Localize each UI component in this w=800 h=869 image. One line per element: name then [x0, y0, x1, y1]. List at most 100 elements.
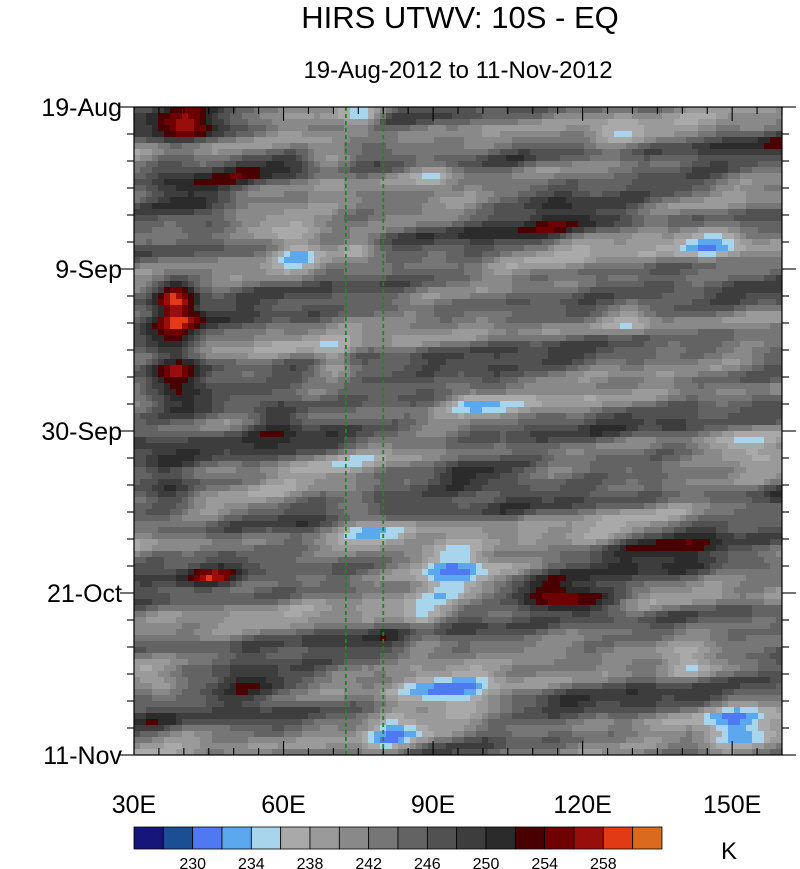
field-cell	[404, 371, 411, 378]
field-cell	[368, 257, 375, 264]
field-cell	[524, 371, 531, 378]
field-cell	[470, 173, 477, 180]
field-cell	[464, 161, 471, 168]
field-cell	[134, 377, 141, 384]
field-cell	[776, 167, 782, 174]
field-cell	[428, 221, 435, 228]
field-cell	[242, 305, 249, 312]
field-cell	[524, 209, 531, 216]
field-cell	[566, 209, 573, 216]
field-cell	[506, 245, 513, 252]
field-cell	[266, 251, 273, 258]
field-cell	[488, 119, 495, 126]
field-cell	[722, 173, 729, 180]
field-cell	[134, 287, 141, 294]
field-cell	[440, 185, 447, 192]
field-cell	[626, 149, 633, 156]
field-cell	[440, 317, 447, 324]
field-cell	[620, 113, 627, 120]
field-cell	[326, 149, 333, 156]
field-cell	[224, 305, 231, 312]
field-cell	[254, 179, 261, 186]
field-cell	[242, 107, 249, 114]
field-cell	[290, 287, 297, 294]
field-cell	[578, 119, 585, 126]
field-cell	[470, 125, 477, 132]
field-cell	[656, 197, 663, 204]
field-cell	[722, 347, 729, 354]
field-cell	[152, 215, 159, 222]
field-cell	[152, 149, 159, 156]
field-cell	[410, 113, 417, 120]
field-cell	[716, 353, 723, 360]
field-cell	[152, 191, 159, 198]
field-cell	[236, 161, 243, 168]
field-cell	[746, 197, 753, 204]
field-cell	[248, 383, 255, 390]
field-cell	[770, 215, 777, 222]
field-cell	[602, 125, 609, 132]
field-cell	[656, 167, 663, 174]
field-cell	[356, 353, 363, 360]
field-cell	[488, 353, 495, 360]
field-cell	[284, 245, 291, 252]
field-cell	[440, 227, 447, 234]
field-cell	[698, 317, 705, 324]
field-cell	[326, 113, 333, 120]
field-cell	[494, 329, 501, 336]
field-cell	[650, 377, 657, 384]
field-cell	[206, 347, 213, 354]
field-cell	[380, 263, 387, 270]
field-cell	[740, 341, 747, 348]
field-cell	[530, 377, 537, 384]
field-cell	[176, 251, 183, 258]
field-cell	[458, 365, 465, 372]
field-cell	[206, 365, 213, 372]
field-cell	[422, 167, 429, 174]
field-cell	[386, 269, 393, 276]
field-cell	[326, 347, 333, 354]
field-cell	[644, 275, 651, 282]
field-cell	[326, 269, 333, 276]
field-cell	[410, 227, 417, 234]
field-cell	[584, 245, 591, 252]
field-cell	[260, 317, 267, 324]
field-cell	[500, 317, 507, 324]
field-cell	[356, 215, 363, 222]
field-cell	[284, 311, 291, 318]
field-cell	[644, 329, 651, 336]
field-cell	[728, 221, 735, 228]
field-cell	[752, 167, 759, 174]
field-cell	[710, 293, 717, 300]
field-cell	[212, 323, 219, 330]
field-cell	[188, 137, 195, 144]
field-cell	[290, 119, 297, 126]
field-cell	[494, 233, 501, 240]
field-cell	[398, 329, 405, 336]
field-cell	[572, 353, 579, 360]
field-cell	[368, 359, 375, 366]
field-cell	[686, 113, 693, 120]
field-cell	[242, 119, 249, 126]
field-cell	[620, 119, 627, 126]
field-cell	[608, 233, 615, 240]
field-cell	[716, 125, 723, 132]
field-cell	[170, 245, 177, 252]
field-cell	[140, 245, 147, 252]
field-cell	[464, 149, 471, 156]
field-cell	[308, 215, 315, 222]
field-cell	[332, 227, 339, 234]
field-cell	[578, 341, 585, 348]
field-cell	[284, 215, 291, 222]
field-cell	[134, 371, 141, 378]
field-cell	[158, 269, 165, 276]
field-cell	[512, 137, 519, 144]
field-cell	[686, 329, 693, 336]
field-cell	[728, 113, 735, 120]
field-cell	[326, 155, 333, 162]
field-cell	[374, 365, 381, 372]
field-cell	[608, 263, 615, 270]
field-cell	[476, 215, 483, 222]
field-cell	[602, 209, 609, 216]
field-cell	[440, 245, 447, 252]
